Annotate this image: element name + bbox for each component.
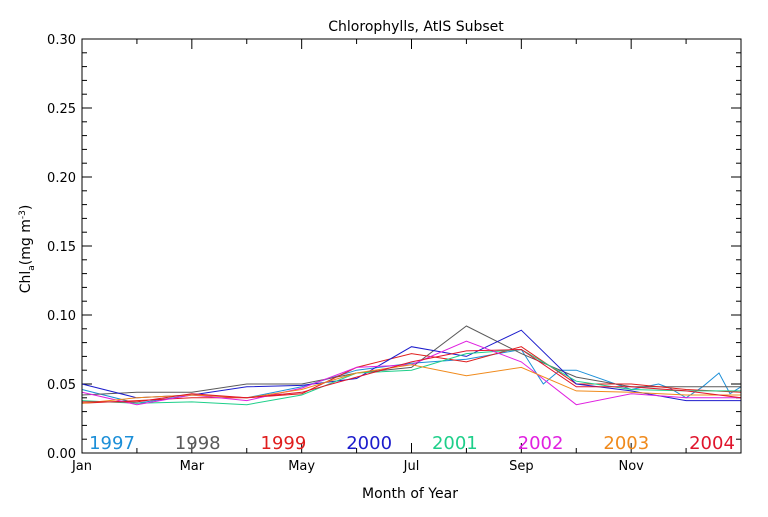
legend-entry-1997: 1997: [89, 433, 135, 454]
y-tick-label: 0.20: [47, 171, 76, 186]
y-tick-label: 0.05: [47, 378, 76, 393]
legend-entry-1999: 1999: [261, 433, 307, 454]
x-tick-label: Jul: [403, 459, 420, 474]
legend-entry-2001: 2001: [432, 433, 478, 454]
x-tick-label: Mar: [180, 459, 205, 474]
series-line-2004: [82, 348, 742, 403]
y-tick-label: 0.10: [47, 309, 76, 324]
series-line-2001: [81, 348, 741, 406]
legend-entry-2004: 2004: [689, 433, 735, 454]
series-line-1999: [81, 346, 742, 404]
legend-entry-1998: 1998: [175, 433, 221, 454]
y-axis-title-units: (mg m: [18, 219, 34, 265]
y-tick-label: 0.25: [47, 102, 76, 117]
y-axis-title-close: ): [18, 205, 34, 210]
x-tick-label: Sep: [509, 459, 534, 474]
legend-entry-2003: 2003: [603, 433, 649, 454]
x-axis-title: Month of Year: [362, 486, 458, 502]
svg-text:Chla(mg m-3): Chla(mg m-3): [18, 205, 37, 294]
y-axis-title-main: Chl: [18, 271, 34, 294]
x-tick-label: Jan: [71, 459, 92, 474]
chart-title: Chlorophylls, AtIS Subset: [328, 19, 504, 35]
series-lines: [81, 325, 742, 406]
legend-entry-2002: 2002: [518, 433, 564, 454]
y-axis-title: Chla(mg m-3): [18, 205, 37, 294]
plot-frame: [81, 38, 742, 454]
y-tick-label: 0.30: [47, 33, 76, 48]
legend-entry-2000: 2000: [346, 433, 392, 454]
series-line-2003: [81, 364, 741, 404]
legend: 1997 1998 1999 2000 2001 2002 2003 2004: [89, 433, 735, 454]
y-axis-title-subscript: a: [27, 265, 37, 271]
y-tick-label: 0.15: [47, 240, 76, 255]
y-axis-title-exponent: -3: [18, 210, 28, 219]
x-tick-label: May: [288, 459, 315, 474]
x-tick-label: Nov: [618, 459, 644, 474]
axis-ticks: 0.00 0.05 0.10 0.15 0.20 0.25 0.30 Jan Mar May Jul…: [47, 33, 742, 474]
y-tick-label: 0.00: [47, 447, 76, 462]
